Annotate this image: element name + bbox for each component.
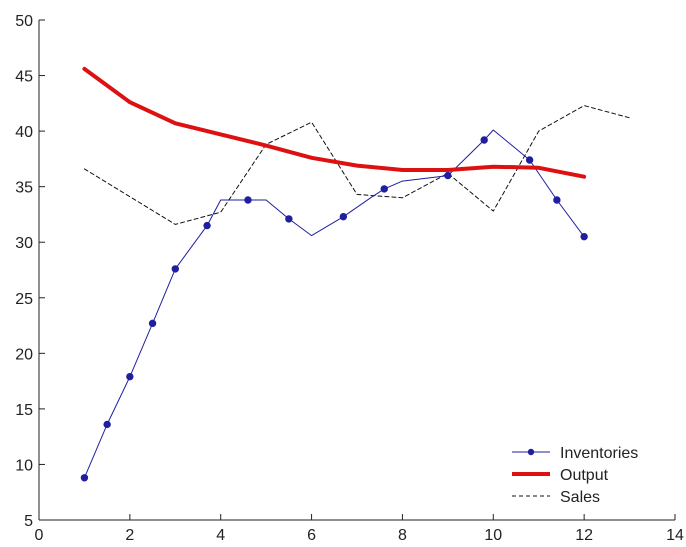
data-point-inventories: [148, 319, 157, 328]
data-point-inventories: [80, 474, 89, 482]
x-tick-label: 8: [398, 527, 407, 544]
data-point-inventories: [285, 215, 293, 223]
series-layer: [80, 66, 631, 482]
y-tick-label: 45: [15, 69, 33, 86]
y-tick-label: 5: [24, 513, 33, 530]
y-tick-label: 35: [15, 180, 33, 197]
series-line-output: [82, 66, 587, 179]
data-point-inventories: [553, 196, 561, 204]
legend-label-inventories: Inventories: [560, 445, 638, 462]
y-tick-label: 20: [15, 346, 33, 363]
data-point-inventories: [480, 136, 488, 144]
x-tick-label: 10: [484, 527, 502, 544]
data-point-inventories: [525, 156, 534, 164]
data-point-inventories: [339, 212, 348, 221]
legend-label-sales: Sales: [560, 489, 600, 506]
data-point-inventories: [171, 265, 179, 273]
y-tick-label: 15: [15, 402, 33, 419]
x-tick-label: 12: [575, 527, 593, 544]
data-point-inventories: [444, 171, 452, 180]
x-tick-label: 6: [307, 527, 316, 544]
x-tick-label: 4: [216, 527, 225, 544]
y-tick-label: 25: [15, 291, 33, 308]
data-point-inventories: [580, 232, 588, 241]
legend-marker-inventories: [527, 448, 535, 456]
data-point-inventories: [203, 221, 211, 230]
x-tick-label: 2: [125, 527, 134, 544]
y-tick-label: 50: [15, 13, 33, 30]
data-point-inventories: [103, 420, 111, 429]
legend-label-output: Output: [560, 467, 609, 484]
data-point-inventories: [126, 372, 134, 381]
series-line-sales: [83, 105, 631, 225]
axes: 0 2 4 6 8 10 12 14 5 10 15 20 25 30 35 40 45 50: [15, 13, 684, 544]
legend: Inventories Output Sales: [512, 445, 638, 506]
data-point-inventories: [244, 196, 252, 204]
y-tick-label: 10: [15, 457, 33, 474]
x-tick-label: 0: [35, 527, 44, 544]
y-tick-label: 40: [15, 124, 33, 141]
x-tick-label: 14: [666, 527, 684, 544]
series-line-inventories: [83, 129, 585, 479]
y-tick-label: 30: [15, 235, 33, 252]
data-point-inventories: [380, 185, 388, 193]
